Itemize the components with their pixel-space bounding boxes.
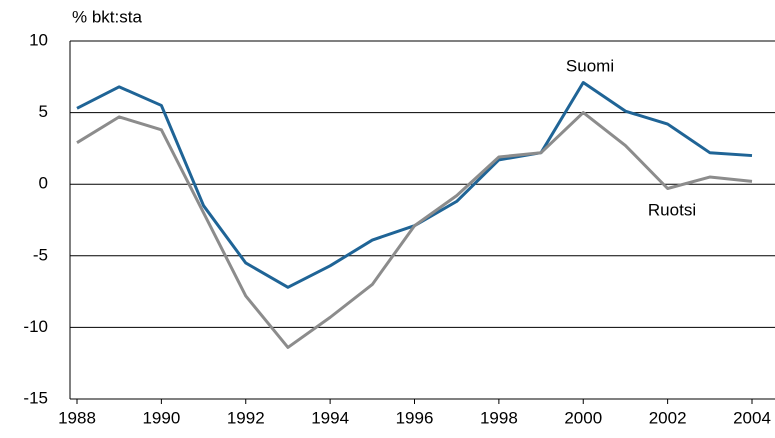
x-tick-label: 2000 — [564, 408, 602, 427]
y-tick-label: 10 — [29, 30, 48, 49]
series-line — [76, 81, 753, 289]
y-tick-label: -10 — [23, 317, 48, 336]
x-tick-label: 2004 — [733, 408, 771, 427]
x-tick-label: 1990 — [142, 408, 180, 427]
y-tick-label: 0 — [39, 174, 48, 193]
y-tick-label: -5 — [33, 245, 48, 264]
x-tick-label: 1994 — [311, 408, 349, 427]
series-label: Suomi — [566, 56, 614, 75]
x-tick-label: 1996 — [396, 408, 434, 427]
x-tick-label: 1988 — [58, 408, 96, 427]
y-tick-label: -15 — [23, 388, 48, 407]
y-axis-label: % bkt:sta — [72, 7, 142, 26]
series-line — [76, 111, 753, 349]
y-tick-label: 5 — [39, 102, 48, 121]
x-tick-label: 1998 — [480, 408, 518, 427]
series-label: Ruotsi — [648, 200, 696, 219]
x-tick-label: 1992 — [227, 408, 265, 427]
x-tick-label: 2002 — [649, 408, 687, 427]
